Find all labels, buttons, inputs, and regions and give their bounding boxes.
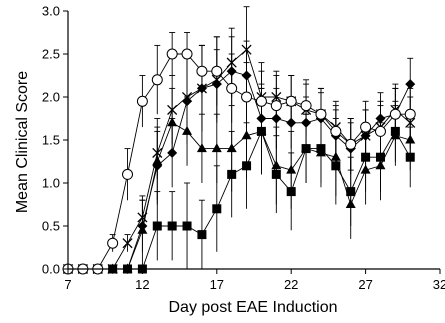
open-circle-marker [196,65,208,77]
series-line [68,48,411,270]
x-marker [241,44,252,55]
square-marker [182,221,192,231]
x-marker [152,147,163,158]
open-circle-marker [226,82,238,94]
open-circle-marker [255,95,267,107]
square-marker [167,221,177,231]
x-tick-label: 22 [284,277,298,292]
y-tick-label: 2.5 [42,47,60,62]
open-circle-marker [151,74,163,86]
triangle-marker [271,160,282,170]
triangle-marker [286,164,297,174]
x-tick-label: 32 [433,277,445,292]
x-tick-label: 7 [64,277,71,292]
open-circle-marker [285,95,297,107]
open-circle-marker [300,100,312,112]
triangle-marker [345,199,356,208]
square-marker [152,221,162,231]
triangle-marker [315,147,326,157]
triangle-marker [375,160,386,170]
open-circle-marker [211,65,223,77]
y-tick-label: 3.0 [42,4,60,19]
open-circle-marker [166,48,178,60]
x-marker [181,91,193,103]
open-circle-marker [345,138,357,150]
triangle-marker [211,143,222,153]
plot-area [62,6,416,275]
x-marker [137,212,148,223]
series-line [68,130,411,270]
x-tick-label: 12 [135,277,149,292]
open-circle-marker [374,125,386,137]
x-marker [122,238,133,249]
open-circle-marker [270,100,282,112]
x-tick-label: 17 [210,277,224,292]
x-tick-label: 27 [358,277,372,292]
open-circle-marker [107,237,119,249]
series-line [68,53,411,270]
x-ticks: 7 12 17 22 27 32 [64,269,445,292]
x-marker [167,104,178,115]
open-circle-marker [389,108,401,120]
y-tick-label: 2.0 [42,90,60,105]
open-circle-marker [181,48,193,60]
diamond-marker [167,147,178,158]
series-line [68,122,411,270]
y-ticks: 0.0 0.5 1.0 1.5 2.0 2.5 3.0 [42,4,68,277]
axes [67,11,440,270]
open-circle-marker [122,168,134,180]
series-circle-open [62,32,416,275]
open-circle-marker [404,108,416,120]
triangle-marker [241,130,252,140]
x-axis-title: Day post EAE Induction [169,299,338,316]
triangle-marker [226,143,237,153]
triangle-marker [360,164,371,174]
open-circle-marker [315,108,327,120]
series-x [62,6,416,275]
y-axis-title: Mean Clinical Score [14,71,31,213]
y-tick-label: 0.0 [42,262,60,277]
y-tick-label: 1.0 [42,176,60,191]
open-circle-marker [241,91,253,103]
open-circle-marker [360,121,372,133]
y-tick-label: 1.5 [42,133,60,148]
triangle-marker [196,143,207,153]
open-circle-marker [330,125,342,137]
y-tick-label: 0.5 [42,219,60,234]
square-marker [212,204,222,214]
diamond-marker [405,79,416,90]
square-marker [197,230,207,240]
open-circle-marker [136,95,148,107]
